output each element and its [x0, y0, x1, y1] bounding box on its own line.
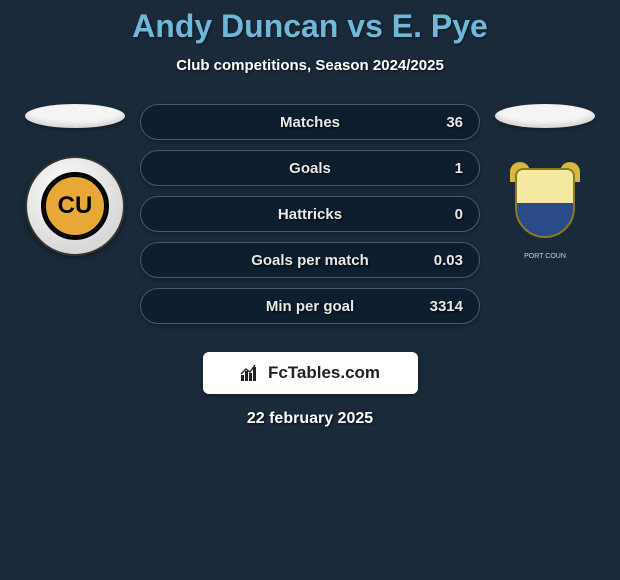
stats-column: Matches 36 Goals 1 Hattricks 0 Goals per…	[140, 104, 480, 334]
brand-text: FcTables.com	[268, 363, 380, 383]
stockport-county-crest: PORT COUN	[495, 156, 595, 256]
stat-label: Hattricks	[157, 206, 463, 223]
player-photo-placeholder-right	[495, 104, 595, 128]
stat-label: Min per goal	[157, 298, 463, 315]
stat-right-value: 3314	[430, 298, 463, 315]
stat-row-goals: Goals 1	[140, 150, 480, 186]
crest-shield-icon	[515, 168, 575, 238]
stat-right-value: 36	[446, 114, 463, 131]
main-row: CU Matches 36 Goals 1 Hattricks 0 Goals …	[0, 104, 620, 334]
date-text: 22 february 2025	[0, 410, 620, 428]
page-title: Andy Duncan vs E. Pye	[0, 8, 620, 45]
player-photo-placeholder-left	[25, 104, 125, 128]
stat-right-value: 1	[455, 160, 463, 177]
stat-row-hattricks: Hattricks 0	[140, 196, 480, 232]
stat-label: Goals	[157, 160, 463, 177]
left-player-col: CU	[20, 104, 130, 256]
bar-chart-icon	[240, 364, 262, 382]
stat-right-value: 0.03	[434, 252, 463, 269]
right-player-col: PORT COUN	[490, 104, 600, 256]
stat-row-min-per-goal: Min per goal 3314	[140, 288, 480, 324]
stat-row-goals-per-match: Goals per match 0.03	[140, 242, 480, 278]
cambridge-united-crest: CU	[25, 156, 125, 256]
comparison-card: Andy Duncan vs E. Pye Club competitions,…	[0, 0, 620, 428]
stat-label: Goals per match	[157, 252, 463, 269]
subtitle: Club competitions, Season 2024/2025	[0, 57, 620, 74]
stat-row-matches: Matches 36	[140, 104, 480, 140]
stat-right-value: 0	[455, 206, 463, 223]
crest-inner: CU	[41, 172, 109, 240]
stat-label: Matches	[157, 114, 463, 131]
crest-text: PORT COUN	[524, 253, 566, 260]
brand-logo[interactable]: FcTables.com	[203, 352, 418, 394]
